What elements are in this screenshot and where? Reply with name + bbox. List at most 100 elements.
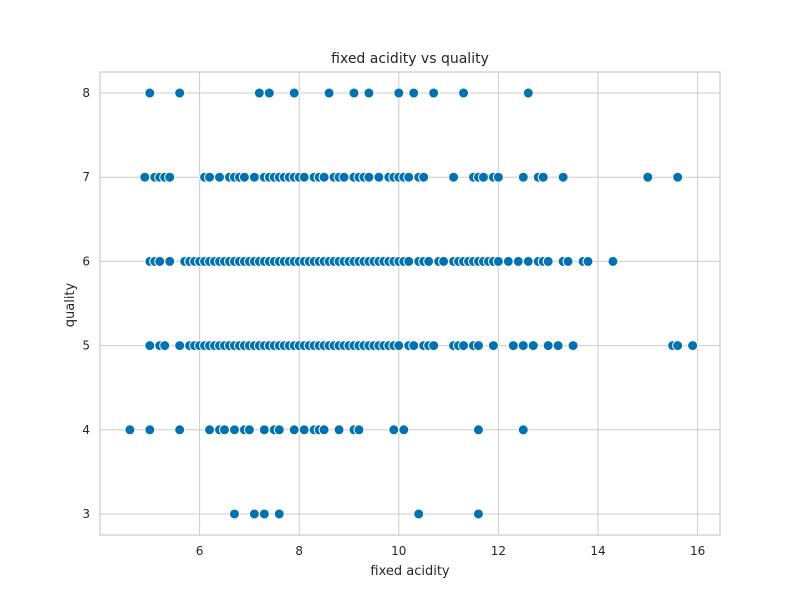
- data-point: [492, 171, 504, 183]
- data-point: [164, 255, 176, 267]
- data-point: [174, 424, 186, 436]
- x-axis-label: fixed acidity: [370, 564, 450, 579]
- data-point: [144, 340, 156, 352]
- data-point: [318, 424, 330, 436]
- data-point: [458, 87, 470, 99]
- data-point: [248, 508, 260, 520]
- data-point: [562, 255, 574, 267]
- data-point: [388, 424, 400, 436]
- data-point: [403, 171, 415, 183]
- data-point: [338, 171, 350, 183]
- data-point: [582, 255, 594, 267]
- data-point: [363, 87, 375, 99]
- data-point: [672, 340, 684, 352]
- y-tick-label: 4: [82, 423, 90, 437]
- plot-area-frame: [99, 71, 721, 536]
- data-point: [218, 424, 230, 436]
- data-point: [144, 424, 156, 436]
- data-point: [228, 424, 240, 436]
- data-point: [174, 340, 186, 352]
- data-point: [408, 340, 420, 352]
- x-tick-label: 6: [196, 544, 204, 558]
- x-tick-label: 8: [295, 544, 303, 558]
- data-point: [537, 171, 549, 183]
- data-point: [542, 340, 554, 352]
- data-point: [298, 171, 310, 183]
- scatter-points: [124, 87, 699, 520]
- data-point: [557, 171, 569, 183]
- data-point: [348, 87, 360, 99]
- data-point: [477, 171, 489, 183]
- data-point: [333, 424, 345, 436]
- data-point: [472, 508, 484, 520]
- data-point: [522, 255, 534, 267]
- y-axis-label: quality: [63, 282, 78, 327]
- data-point: [273, 424, 285, 436]
- data-point: [413, 508, 425, 520]
- data-point: [363, 171, 375, 183]
- data-point: [507, 340, 519, 352]
- data-point: [458, 340, 470, 352]
- data-point: [472, 424, 484, 436]
- data-point: [517, 171, 529, 183]
- x-tick-label: 14: [590, 544, 605, 558]
- data-point: [204, 424, 216, 436]
- y-tick-label: 5: [82, 339, 90, 353]
- x-axis-tick-labels: 6 8 10 12 14 16: [196, 544, 705, 558]
- data-point: [607, 255, 619, 267]
- data-point: [502, 255, 514, 267]
- data-point: [318, 171, 330, 183]
- data-point: [487, 340, 499, 352]
- data-point: [288, 424, 300, 436]
- data-point: [253, 87, 265, 99]
- data-point: [423, 255, 435, 267]
- chart-title: fixed acidity vs quality: [331, 51, 489, 67]
- data-point: [174, 87, 186, 99]
- data-point: [522, 87, 534, 99]
- data-point: [154, 255, 166, 267]
- data-point: [298, 424, 310, 436]
- data-point: [263, 87, 275, 99]
- data-point: [542, 255, 554, 267]
- x-tick-label: 10: [391, 544, 406, 558]
- data-point: [552, 340, 564, 352]
- data-point: [403, 255, 415, 267]
- y-tick-label: 3: [82, 507, 90, 521]
- x-tick-label: 12: [491, 544, 506, 558]
- data-point: [248, 171, 260, 183]
- data-point: [398, 424, 410, 436]
- data-point: [258, 508, 270, 520]
- data-point: [492, 255, 504, 267]
- data-point: [672, 171, 684, 183]
- data-point: [567, 340, 579, 352]
- data-point: [214, 171, 226, 183]
- data-point: [243, 424, 255, 436]
- data-point: [448, 171, 460, 183]
- data-point: [288, 87, 300, 99]
- y-tick-label: 6: [82, 254, 90, 268]
- data-point: [428, 340, 440, 352]
- data-point: [228, 508, 240, 520]
- data-point: [512, 255, 524, 267]
- data-point: [428, 87, 440, 99]
- data-point: [164, 171, 176, 183]
- data-point: [527, 340, 539, 352]
- data-point: [472, 340, 484, 352]
- data-point: [353, 424, 365, 436]
- data-point: [408, 87, 420, 99]
- data-point: [418, 171, 430, 183]
- data-point: [139, 171, 151, 183]
- data-point: [393, 340, 405, 352]
- y-tick-label: 7: [82, 170, 90, 184]
- data-point: [159, 340, 171, 352]
- data-point: [124, 424, 136, 436]
- y-tick-label: 8: [82, 86, 90, 100]
- data-point: [238, 171, 250, 183]
- y-axis-tick-labels: 3 4 5 6 7 8: [82, 86, 90, 521]
- data-point: [642, 171, 654, 183]
- data-point: [687, 340, 699, 352]
- data-point: [323, 87, 335, 99]
- data-point: [517, 340, 529, 352]
